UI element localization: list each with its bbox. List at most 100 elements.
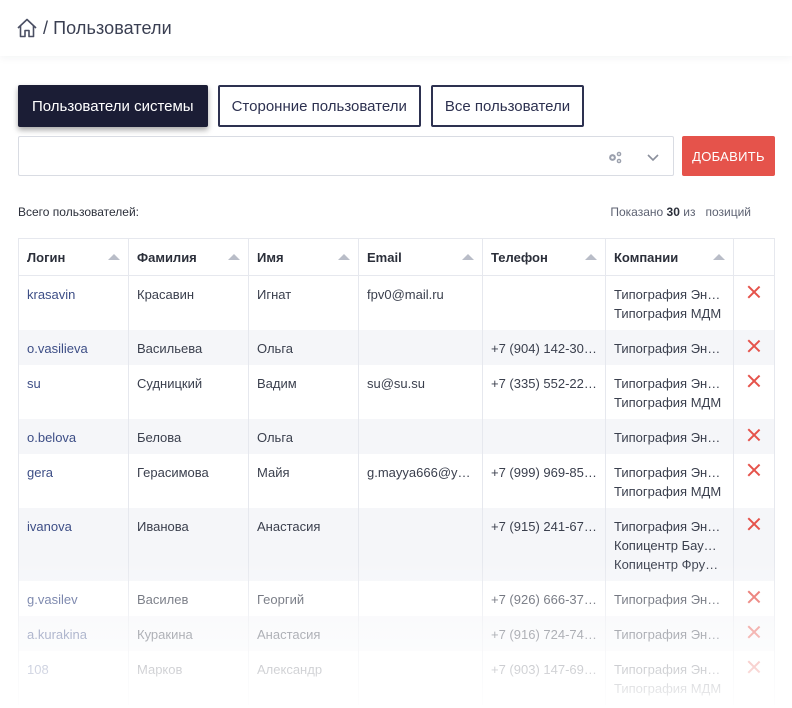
user-email <box>358 650 483 705</box>
user-companies: Типография Эндшпиль <box>605 615 734 651</box>
user-email: g.mayya666@yandex.ru <box>358 453 483 508</box>
user-companies: Типография Эндшпиль Типография МДМ <box>605 364 734 419</box>
delete-icon[interactable] <box>747 590 761 604</box>
delete-icon[interactable] <box>747 285 761 299</box>
company-name: Типография МДМ <box>614 394 722 410</box>
user-email <box>358 418 483 454</box>
shown-prefix: Показано <box>610 205 664 219</box>
user-firstname: Ольга <box>248 329 359 365</box>
user-phone <box>482 275 606 330</box>
user-login-link[interactable]: ivanova <box>18 507 129 581</box>
column-header-lastname[interactable]: Фамилия <box>128 238 249 276</box>
user-firstname: Ольга <box>248 418 359 454</box>
company-name: Типография Эндшпиль <box>614 626 725 642</box>
row-actions <box>733 615 775 651</box>
user-login-link[interactable]: 108 <box>18 650 129 705</box>
user-email: su@su.su <box>358 364 483 419</box>
company-name: Копицентр Фрунзенская <box>614 556 725 572</box>
delete-icon[interactable] <box>747 339 761 353</box>
company-name: Типография Эндшпиль <box>614 464 725 480</box>
shown-count: Показано 30 из позиций <box>610 205 751 219</box>
table-header-row: Логин Фамилия Имя Email Телефон Компании <box>18 238 775 276</box>
user-companies: Типография Эндшпиль Типография МДМ <box>605 453 734 508</box>
table-row[interactable]: a.kurakina Куракина Анастасия +7 (916) 724-… <box>18 615 775 651</box>
delete-icon[interactable] <box>747 517 761 531</box>
filter-select[interactable] <box>18 136 674 176</box>
row-actions <box>733 453 775 508</box>
user-lastname: Белова <box>128 418 249 454</box>
delete-icon[interactable] <box>747 625 761 639</box>
column-label: Имя <box>257 249 284 265</box>
row-actions <box>733 650 775 705</box>
delete-icon[interactable] <box>747 428 761 442</box>
user-lastname: Иванова <box>128 507 249 581</box>
user-firstname: Вадим <box>248 364 359 419</box>
table-row[interactable]: o.vasilieva Васильева Ольга +7 (904) 142-30… <box>18 329 775 365</box>
column-header-email[interactable]: Email <box>358 238 483 276</box>
user-phone: +7 (999) 969-85-55 <box>482 453 606 508</box>
row-actions <box>733 364 775 419</box>
chevron-down-icon[interactable] <box>645 149 661 165</box>
user-lastname: Судницкий <box>128 364 249 419</box>
total-users-label: Всего пользователей: <box>18 205 140 219</box>
user-login-link[interactable]: gera <box>18 453 129 508</box>
company-name: Типография МДМ <box>614 483 722 499</box>
user-firstname: Игнат <box>248 275 359 330</box>
row-actions <box>733 580 775 616</box>
user-phone: +7 (915) 241-67-00 <box>482 507 606 581</box>
delete-icon[interactable] <box>747 374 761 388</box>
tab-system-users[interactable]: Пользователи системы <box>18 85 208 127</box>
user-email: fpv0@mail.ru <box>358 275 483 330</box>
breadcrumb-separator: / <box>43 17 49 38</box>
tab-all-users[interactable]: Все пользователи <box>430 85 585 127</box>
user-companies: Типография Эндшпиль Копицентр Бауманская К… <box>605 507 734 581</box>
sort-icon[interactable] <box>585 254 597 260</box>
delete-icon[interactable] <box>747 660 761 674</box>
user-login-link[interactable]: a.kurakina <box>18 615 129 651</box>
page-title: Пользователи <box>53 17 172 38</box>
user-login-link[interactable]: o.vasilieva <box>18 329 129 365</box>
sort-icon[interactable] <box>338 254 350 260</box>
column-header-login[interactable]: Логин <box>18 238 129 276</box>
table-row[interactable]: geraГерасимоваМайяg.mayya666@yandex.ru+7… <box>18 453 775 508</box>
user-companies: Типография Эндшпиль <box>605 580 734 616</box>
user-phone: +7 (926) 666-37-00 <box>482 580 606 616</box>
column-header-companies[interactable]: Компании <box>605 238 734 276</box>
table-row[interactable]: g.vasilev Василев Георгий +7 (926) 666-37-0… <box>18 580 775 616</box>
table-row[interactable]: krasavin Красавин Игнат fpv0@mail.ru Типогра… <box>18 275 775 330</box>
settings-icon[interactable] <box>607 149 623 165</box>
sort-icon[interactable] <box>713 254 725 260</box>
row-actions <box>733 275 775 330</box>
column-header-phone[interactable]: Телефон <box>482 238 606 276</box>
row-actions <box>733 329 775 365</box>
user-lastname: Васильева <box>128 329 249 365</box>
column-label: Компании <box>614 249 679 265</box>
tab-external-users[interactable]: Сторонние пользователи <box>217 85 421 127</box>
table-row[interactable]: su Судницкий Вадим su@su.su +7 (335) 552-22-… <box>18 364 775 419</box>
user-email <box>358 615 483 651</box>
row-actions <box>733 418 775 454</box>
company-name: Копицентр Бауманская <box>614 537 725 553</box>
user-login-link[interactable]: su <box>18 364 129 419</box>
delete-icon[interactable] <box>747 463 761 477</box>
sort-icon[interactable] <box>108 254 120 260</box>
add-user-button[interactable]: ДОБАВИТЬ <box>682 136 775 176</box>
company-name: Типография Эндшпиль <box>614 340 725 356</box>
user-firstname: Анастасия <box>248 507 359 581</box>
user-login-link[interactable]: g.vasilev <box>18 580 129 616</box>
user-login-link[interactable]: krasavin <box>18 275 129 330</box>
sort-icon[interactable] <box>462 254 474 260</box>
sort-icon[interactable] <box>228 254 240 260</box>
shown-number: 30 <box>666 205 680 219</box>
table-row[interactable]: ivanova Иванова Анастасия +7 (915) 241-67-0… <box>18 507 775 581</box>
column-header-firstname[interactable]: Имя <box>248 238 359 276</box>
user-login-link[interactable]: o.belova <box>18 418 129 454</box>
home-icon[interactable] <box>16 17 38 39</box>
company-name: Типография МДМ <box>614 306 722 321</box>
table-row[interactable]: 108 Марков Александр +7 (903) 147-69-00 Типо… <box>18 650 775 705</box>
user-companies: Типография Эндшпиль <box>605 418 734 454</box>
company-name: Типография Эндшпиль <box>614 429 725 445</box>
user-lastname: Красавин <box>128 275 249 330</box>
shown-suffix: позиций <box>705 205 751 219</box>
